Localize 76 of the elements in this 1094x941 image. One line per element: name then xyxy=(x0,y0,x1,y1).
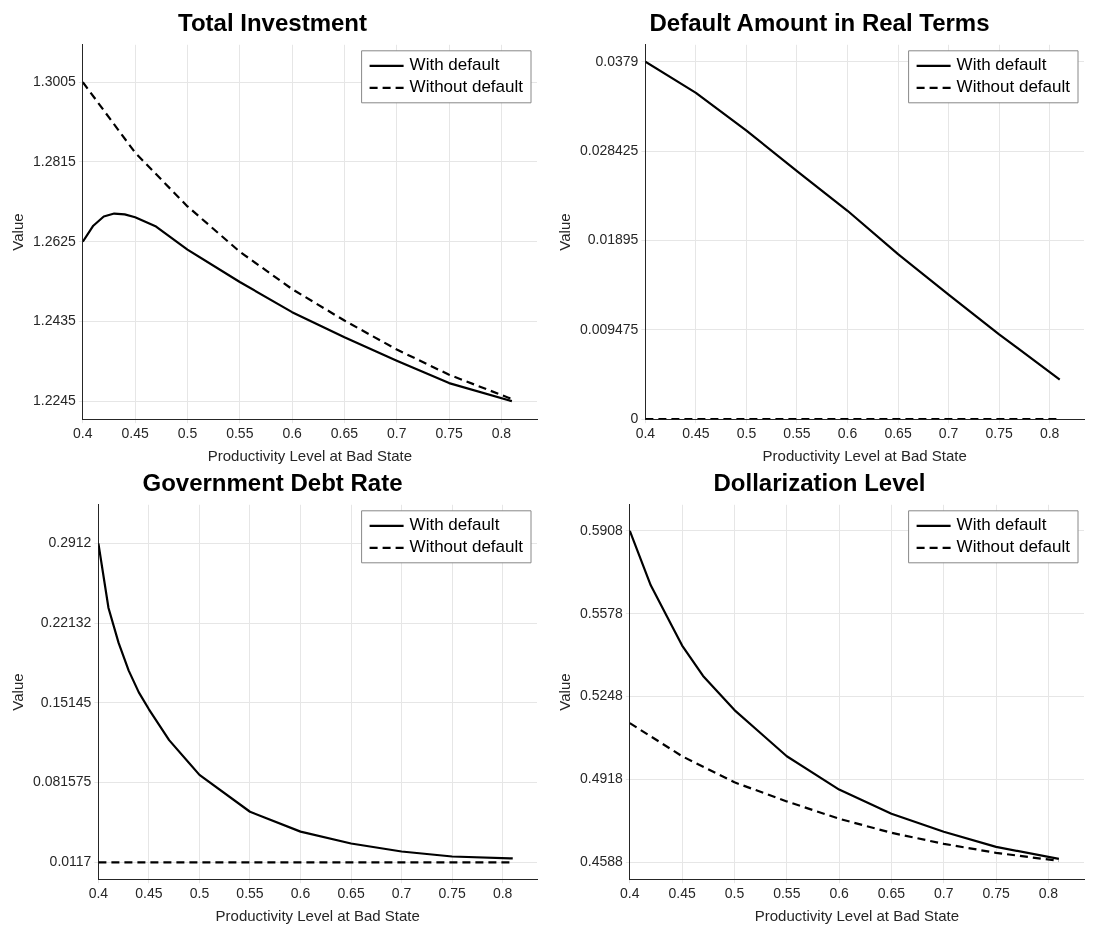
x-tick-label: 0.5 xyxy=(724,885,745,902)
x-tick-label: 0.75 xyxy=(982,885,1010,902)
x-tick-label: 0.65 xyxy=(337,885,365,902)
y-tick-label: 0.2912 xyxy=(48,534,92,551)
x-axis-title: Productivity Level at Bad State xyxy=(207,447,413,465)
x-tick-label: 0.8 xyxy=(1038,885,1059,902)
y-tick-label: 0.5248 xyxy=(579,687,624,704)
x-tick-label: 0.45 xyxy=(682,425,710,442)
y-tick-label: 0 xyxy=(630,410,639,427)
chart-title: Default Amount in Real Terms xyxy=(649,9,990,37)
x-tick-label: 0.75 xyxy=(985,425,1013,442)
y-tick-label: 0.0379 xyxy=(595,52,639,69)
legend-label: With default xyxy=(956,55,1047,75)
x-tick-label: 0.4 xyxy=(635,425,656,442)
x-tick-label: 0.55 xyxy=(226,425,254,442)
legend-label: Without default xyxy=(956,537,1071,557)
y-tick-label: 0.4588 xyxy=(579,853,624,869)
y-tick-label: 1.2435 xyxy=(32,312,77,329)
x-tick-label: 0.65 xyxy=(877,885,906,902)
x-tick-label: 0.6 xyxy=(282,425,303,442)
x-tick-label: 0.45 xyxy=(121,425,149,442)
chart-title: Dollarization Level xyxy=(713,469,926,497)
x-tick-label: 0.6 xyxy=(829,885,850,902)
x-tick-label: 0.7 xyxy=(391,885,412,902)
y-tick-label: 0.4918 xyxy=(579,770,624,787)
x-tick-label: 0.4 xyxy=(88,885,109,902)
x-tick-label: 0.45 xyxy=(668,885,696,902)
y-tick-label: 1.2625 xyxy=(32,232,77,249)
y-tick-label: 0.028425 xyxy=(579,141,639,158)
y-axis-title: Value xyxy=(9,673,27,711)
x-tick-label: 0.75 xyxy=(438,885,466,902)
y-axis-title: Value xyxy=(556,213,574,251)
x-tick-label: 0.45 xyxy=(135,885,163,902)
legend-label: With default xyxy=(409,515,500,535)
y-tick-label: 1.2245 xyxy=(32,392,77,409)
x-axis-title: Productivity Level at Bad State xyxy=(754,907,960,925)
x-tick-label: 0.5 xyxy=(177,425,198,442)
x-tick-label: 0.5 xyxy=(189,885,210,902)
x-tick-label: 0.65 xyxy=(884,425,912,442)
legend-label: Without default xyxy=(409,537,524,557)
x-tick-label: 0.65 xyxy=(330,425,359,442)
y-tick-label: 0.01895 xyxy=(587,231,639,248)
y-axis-title: Value xyxy=(9,213,27,251)
x-axis-title: Productivity Level at Bad State xyxy=(215,907,420,925)
x-tick-label: 0.7 xyxy=(938,425,959,442)
y-tick-label: 0.009475 xyxy=(579,320,639,337)
y-tick-label: 0.5578 xyxy=(579,604,624,621)
x-tick-label: 0.4 xyxy=(620,885,640,902)
legend-label: Without default xyxy=(409,77,524,97)
y-axis-title: Value xyxy=(556,673,574,711)
y-tick-label: 0.5908 xyxy=(579,521,624,538)
legend-label: With default xyxy=(956,515,1047,535)
legend-label: Without default xyxy=(956,77,1071,97)
y-tick-label: 0.15145 xyxy=(40,693,92,710)
y-tick-label: 0.0117 xyxy=(49,853,92,870)
x-tick-label: 0.8 xyxy=(491,425,512,442)
y-tick-label: 0.081575 xyxy=(32,773,92,790)
x-tick-label: 0.8 xyxy=(1039,425,1060,442)
x-tick-label: 0.8 xyxy=(492,885,513,902)
legend-label: With default xyxy=(409,55,500,75)
x-tick-label: 0.55 xyxy=(236,885,264,902)
x-tick-label: 0.7 xyxy=(934,885,954,902)
x-tick-label: 0.55 xyxy=(783,425,811,442)
chart-title: Total Investment xyxy=(178,9,367,37)
y-tick-label: 1.2815 xyxy=(32,152,77,169)
x-tick-label: 0.6 xyxy=(290,885,311,902)
x-tick-label: 0.75 xyxy=(435,425,463,442)
chart-title: Government Debt Rate xyxy=(142,469,403,497)
y-tick-label: 0.22132 xyxy=(40,613,92,630)
x-tick-label: 0.5 xyxy=(736,425,757,442)
x-tick-label: 0.6 xyxy=(837,425,858,442)
y-tick-label: 1.3005 xyxy=(32,73,77,90)
x-tick-label: 0.4 xyxy=(73,425,93,442)
x-tick-label: 0.7 xyxy=(387,425,407,442)
x-tick-label: 0.55 xyxy=(773,885,801,902)
x-axis-title: Productivity Level at Bad State xyxy=(762,447,967,465)
